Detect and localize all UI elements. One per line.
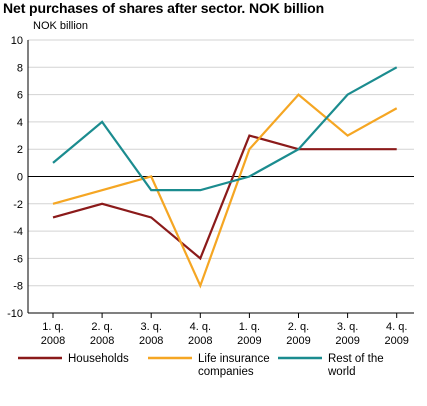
- y-tick-label: -10: [7, 308, 23, 320]
- y-tick-label: -6: [13, 253, 23, 265]
- y-tick-label: -2: [13, 199, 23, 211]
- chart-title: Net purchases of shares after sector. NO…: [3, 0, 325, 16]
- legend-label: Rest of the world: [327, 353, 384, 378]
- axes: [27, 40, 414, 318]
- legend-item: Rest of the world: [278, 353, 384, 378]
- legend-label: Life insurance companies: [198, 353, 270, 378]
- y-tick-label: 0: [17, 172, 23, 184]
- legend-label: Households: [68, 353, 129, 365]
- legend: Households Life insurance companies Rest of…: [18, 353, 384, 378]
- y-tick-label: -8: [13, 281, 23, 293]
- series-line-2: [52, 66, 398, 192]
- series-lines: [52, 66, 398, 289]
- x-tick-label: 3. q. 2009: [335, 321, 359, 347]
- y-tick-label: 6: [17, 90, 23, 102]
- x-tick-label: 2. q. 2008: [90, 321, 114, 347]
- y-tick-label: 8: [17, 62, 23, 74]
- legend-item: Life insurance companies: [148, 353, 270, 378]
- x-tick-label: 3. q. 2008: [139, 321, 163, 347]
- x-tick-label: 1. q. 2009: [237, 321, 261, 347]
- legend-item: Households: [18, 353, 129, 365]
- x-tick-label: 2. q. 2009: [286, 321, 310, 347]
- y-tick-label: 10: [11, 35, 23, 47]
- series-line-1: [52, 93, 398, 289]
- x-tick-label: 4. q. 2008: [188, 321, 212, 347]
- x-tick-label: 4. q. 2009: [384, 321, 408, 347]
- y-tick-labels: 10 8 6 4 2 0 -2 -4 -6 -8 -10: [7, 35, 23, 320]
- series-line-0: [52, 134, 397, 261]
- x-tick-labels: 1. q. 2008 2. q. 2008 3. q. 2008 4. q. 2008 1. q…: [41, 321, 409, 347]
- y-tick-label: -4: [13, 226, 23, 238]
- y-tick-label: 4: [17, 117, 23, 129]
- y-tick-label: 2: [17, 144, 23, 156]
- x-tick-label: 1. q. 2008: [41, 321, 65, 347]
- y-axis-label: NOK billion: [33, 20, 88, 32]
